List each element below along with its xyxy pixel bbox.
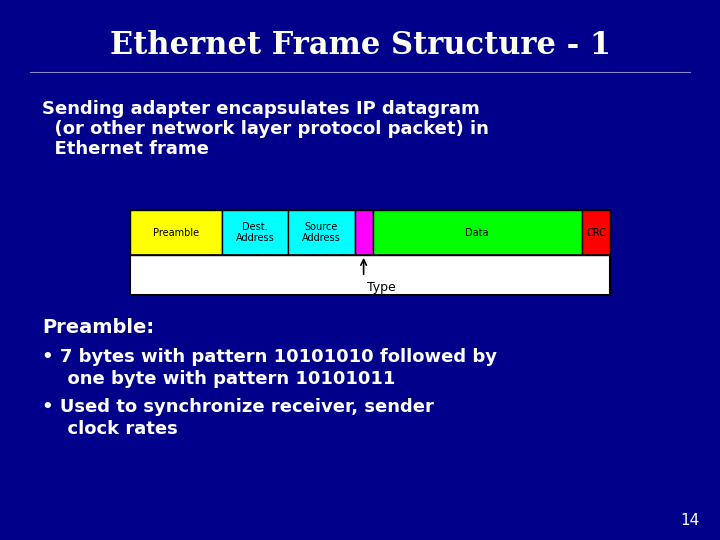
Text: CRC: CRC (586, 227, 606, 238)
Text: • Used to synchronize receiver, sender: • Used to synchronize receiver, sender (42, 398, 434, 416)
Text: Dest.
Address: Dest. Address (235, 222, 274, 244)
Text: (or other network layer protocol packet) in: (or other network layer protocol packet)… (42, 120, 489, 138)
Text: one byte with pattern 10101011: one byte with pattern 10101011 (55, 370, 395, 388)
Bar (130, 210, 610, 295)
Text: Ethernet frame: Ethernet frame (42, 140, 209, 158)
Bar (288, 210, 355, 255)
Text: Ethernet Frame Structure - 1: Ethernet Frame Structure - 1 (109, 30, 611, 60)
Bar (355, 210, 372, 255)
Text: clock rates: clock rates (55, 420, 178, 438)
Text: Preamble: Preamble (153, 227, 199, 238)
Text: • 7 bytes with pattern 10101010 followed by: • 7 bytes with pattern 10101010 followed… (42, 348, 497, 366)
Bar (372, 210, 582, 255)
Text: Type: Type (366, 281, 395, 294)
Bar (222, 210, 288, 255)
Bar (582, 210, 610, 255)
Text: Sending adapter encapsulates IP datagram: Sending adapter encapsulates IP datagram (42, 100, 480, 118)
Text: 14: 14 (680, 513, 700, 528)
Text: Data: Data (466, 227, 489, 238)
Text: Preamble:: Preamble: (42, 318, 154, 337)
Text: Source
Address: Source Address (302, 222, 341, 244)
Bar (130, 210, 222, 255)
